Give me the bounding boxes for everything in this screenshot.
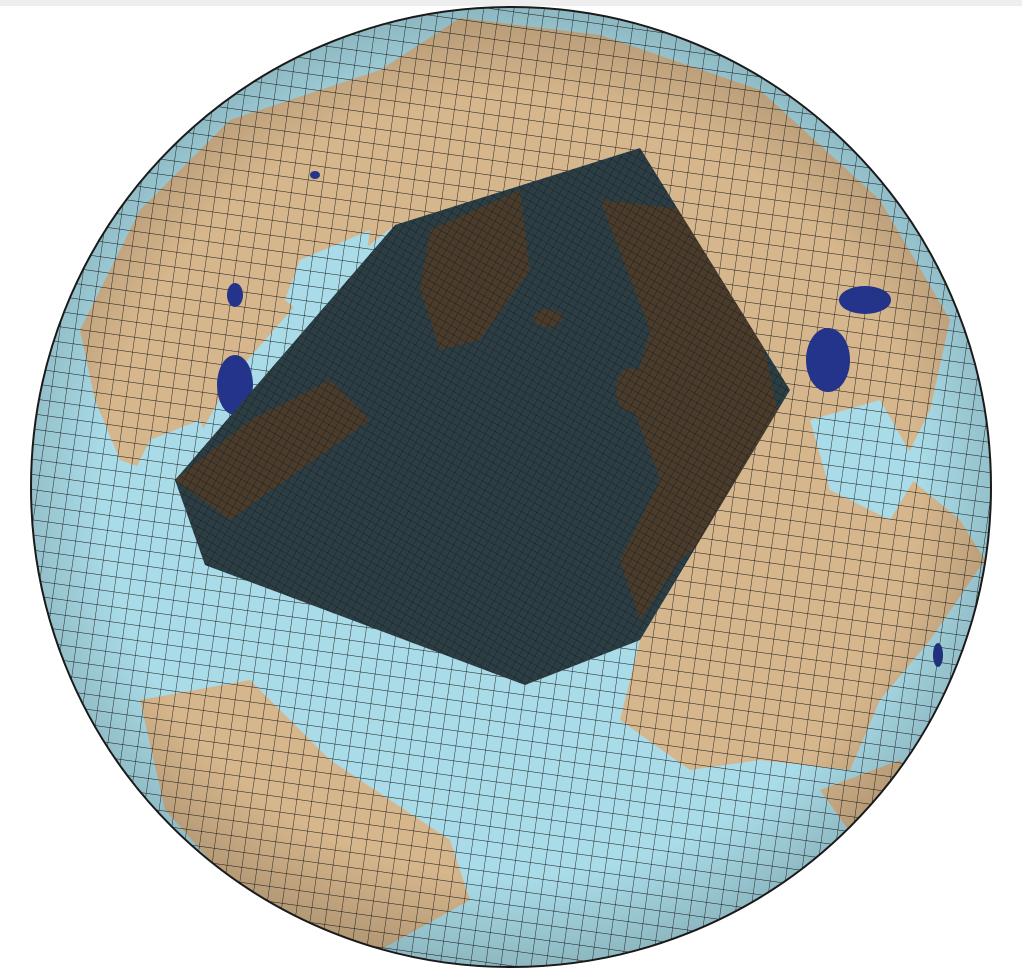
top-strip [0,0,1022,6]
globe-outline [30,6,992,968]
